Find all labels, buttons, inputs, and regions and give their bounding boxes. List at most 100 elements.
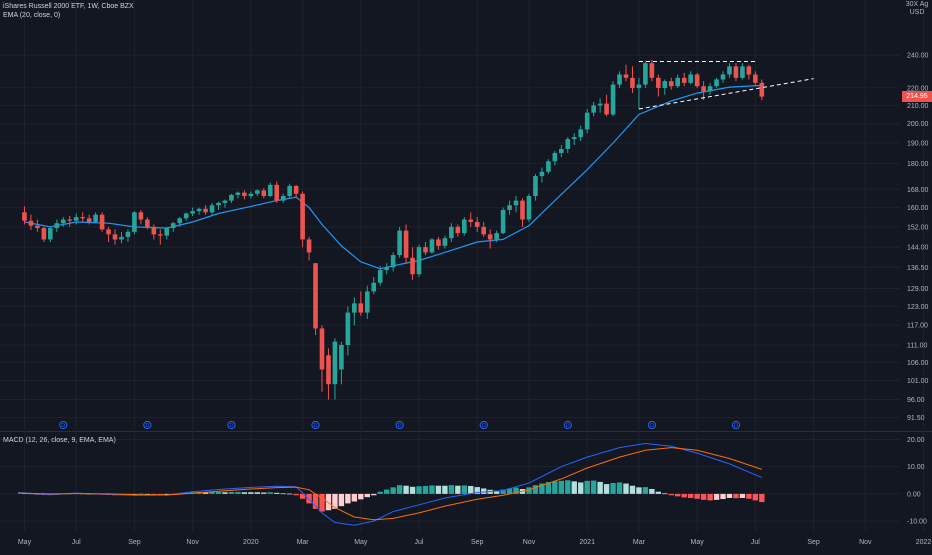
candle-up xyxy=(377,265,383,286)
candle-body xyxy=(255,190,260,194)
macd-histogram-bar xyxy=(513,487,519,494)
earnings-marker: D xyxy=(479,420,488,430)
candle-body xyxy=(759,82,765,97)
candle-body xyxy=(293,185,299,194)
macd-histogram-bar xyxy=(571,481,577,494)
candle-body xyxy=(474,221,480,227)
candle-body xyxy=(707,86,713,92)
macd-histogram-bar xyxy=(668,493,674,496)
candle-down xyxy=(35,219,40,232)
candle-body xyxy=(681,77,687,83)
candle-down xyxy=(623,64,629,82)
earnings-circle xyxy=(143,420,152,430)
candle-body xyxy=(649,63,655,78)
candle-down xyxy=(112,229,118,245)
candle-body xyxy=(578,129,584,138)
macd-histogram-bar xyxy=(493,490,500,494)
macd-histogram-bar xyxy=(662,493,668,495)
candle-body xyxy=(145,219,150,227)
macd-histogram-bar xyxy=(416,486,422,494)
candle-body xyxy=(358,303,364,313)
earnings-circle xyxy=(479,420,488,430)
candle-up xyxy=(384,263,389,275)
earnings-circle xyxy=(563,420,572,430)
candle-body xyxy=(339,344,344,370)
price-tick-label: 96.00 xyxy=(907,397,925,404)
candle-body xyxy=(604,103,609,115)
price-tick-label: 160.00 xyxy=(907,205,929,212)
candle-body xyxy=(668,81,674,87)
macd-histogram-bar xyxy=(235,491,241,494)
candle-up xyxy=(352,297,357,326)
candle-body xyxy=(112,234,118,240)
earnings-circle xyxy=(311,420,320,430)
macd-histogram-bar xyxy=(228,491,235,494)
macd-histogram-bar xyxy=(597,481,603,494)
macd-histogram-bar xyxy=(707,493,713,501)
candle-up xyxy=(727,63,732,78)
candle-body xyxy=(662,81,668,88)
price-tick-label: 190.00 xyxy=(907,141,929,148)
candle-body xyxy=(559,149,564,154)
candle-body xyxy=(526,196,532,220)
candle-body xyxy=(229,194,234,201)
earnings-circle xyxy=(395,420,404,430)
candle-up xyxy=(60,217,66,227)
candle-down xyxy=(753,71,758,87)
x-tick-label: Mar xyxy=(633,539,646,546)
earnings-label: D xyxy=(145,423,149,429)
candle-up xyxy=(73,213,79,225)
candle-body xyxy=(345,312,351,345)
macd-histogram-bar xyxy=(345,493,351,504)
candle-up xyxy=(397,226,402,258)
x-tick-label: Nov xyxy=(186,539,199,546)
macd-histogram-bar xyxy=(558,480,565,494)
candle-up xyxy=(119,231,124,244)
candle-up xyxy=(93,212,98,224)
candle-up xyxy=(675,74,681,88)
candle-up xyxy=(442,235,448,249)
candle-up xyxy=(48,226,53,243)
earnings-marker: D xyxy=(395,420,404,430)
macd-histogram-bar xyxy=(713,493,720,500)
macd-histogram-bar xyxy=(532,485,539,494)
candle-body xyxy=(623,74,629,78)
macd-histogram-bar xyxy=(377,491,383,494)
candle-body xyxy=(487,234,493,240)
macd-histogram-bar xyxy=(319,493,325,512)
macd-histogram-bar xyxy=(358,493,364,500)
candle-up xyxy=(617,71,622,88)
macd-histogram-bar xyxy=(642,487,649,494)
candle-body xyxy=(617,74,622,85)
candle-body xyxy=(539,171,545,177)
x-tick-label: 2020 xyxy=(243,539,259,546)
candle-body xyxy=(125,231,131,237)
macd-histogram-bar xyxy=(138,493,144,495)
earnings-marker: D xyxy=(731,420,741,429)
earnings-circle xyxy=(59,420,68,430)
macd-histogram-bar xyxy=(280,493,286,495)
candle-down xyxy=(630,66,635,94)
candle-down xyxy=(67,215,73,227)
candle-up xyxy=(164,226,170,240)
candle-body xyxy=(151,226,157,235)
earnings-label: D xyxy=(482,423,486,429)
candle-body xyxy=(377,270,383,283)
candle-body xyxy=(423,247,428,253)
candle-up xyxy=(416,244,422,278)
x-tick-label: May xyxy=(18,539,32,546)
candle-up xyxy=(267,182,273,198)
x-tick-label: Sep xyxy=(471,539,484,546)
earnings-circle xyxy=(227,420,236,430)
macd-histogram-bar xyxy=(390,487,396,494)
macd-histogram-bar xyxy=(261,492,267,494)
candle-body xyxy=(319,328,325,370)
price-tick-label: 144.00 xyxy=(907,245,929,252)
candle-body xyxy=(442,238,448,246)
candle-down xyxy=(668,77,674,90)
candle-body xyxy=(157,234,163,236)
ema-legend: EMA (20, close, 0) xyxy=(3,12,61,19)
x-tick-label: Mar xyxy=(297,539,310,546)
candle-up xyxy=(500,207,506,235)
